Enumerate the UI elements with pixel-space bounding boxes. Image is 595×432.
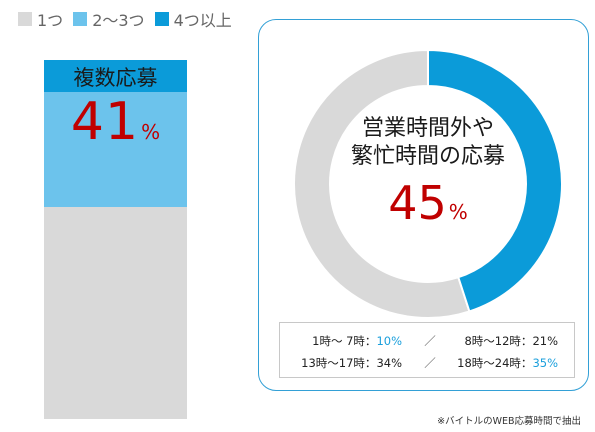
bar-value-number: 41	[70, 92, 140, 152]
breakdown-cell-8-12: 8時〜12時：21%	[450, 332, 558, 350]
legend: 1つ 2〜3つ 4つ以上	[18, 8, 232, 30]
legend-item-one: 1つ	[18, 7, 63, 31]
bar-segment-two-three	[44, 92, 187, 207]
bar-segment-one	[44, 207, 187, 419]
legend-swatch-two-three	[73, 12, 88, 26]
donut-slice-off-hours	[427, 48, 563, 313]
donut-label-line2: 繁忙時間の応募	[350, 144, 505, 169]
bar-value: 41%	[44, 92, 187, 152]
time-breakdown: 1時〜 7時：10% ／ 8時〜12時：21% 13時〜17時：34% ／ 18…	[279, 322, 575, 378]
breakdown-separator: ／	[424, 356, 436, 370]
donut-slice-rest	[293, 48, 471, 319]
breakdown-separator: ／	[424, 334, 436, 348]
legend-item-two-three: 2〜3つ	[73, 7, 145, 31]
legend-item-four-plus: 4つ以上	[154, 7, 232, 31]
breakdown-cell-1-7: 1時〜 7時：10%	[292, 332, 402, 350]
breakdown-value: 34%	[376, 356, 402, 370]
legend-label-four-plus: 4つ以上	[173, 11, 232, 30]
breakdown-label: 18時〜24時：	[457, 356, 533, 370]
legend-swatch-four-plus	[154, 12, 169, 26]
breakdown-label: 8時〜12時：	[464, 334, 533, 348]
donut-label-line1: 営業時間外や	[361, 116, 494, 141]
donut-center-value: 45%	[318, 176, 538, 230]
bar-segment-four-plus	[44, 60, 187, 92]
breakdown-row: 13時〜17時：34% ／ 18時〜24時：35%	[280, 354, 574, 372]
bar-value-unit: %	[141, 120, 161, 144]
breakdown-value: 21%	[532, 334, 558, 348]
breakdown-row: 1時〜 7時：10% ／ 8時〜12時：21%	[280, 332, 574, 350]
breakdown-value: 10%	[376, 334, 402, 348]
breakdown-label: 1時〜 7時：	[312, 334, 377, 348]
donut-value-number: 45	[388, 176, 447, 230]
legend-swatch-one	[18, 12, 32, 26]
breakdown-cell-18-24: 18時〜24時：35%	[450, 354, 558, 372]
donut-chart	[293, 48, 563, 319]
footnote: ※バイトルのWEB応募時間で抽出	[437, 416, 581, 427]
breakdown-cell-13-17: 13時〜17時：34%	[292, 354, 402, 372]
stacked-bar	[44, 60, 187, 420]
legend-label-two-three: 2〜3つ	[92, 11, 145, 30]
donut-value-unit: %	[448, 200, 468, 224]
donut-center-label: 営業時間外や 繁忙時間の応募	[318, 115, 538, 171]
breakdown-value: 35%	[532, 356, 558, 370]
legend-label-one: 1つ	[37, 11, 64, 30]
bar-title: 複数応募	[73, 66, 158, 90]
breakdown-label: 13時〜17時：	[301, 356, 377, 370]
